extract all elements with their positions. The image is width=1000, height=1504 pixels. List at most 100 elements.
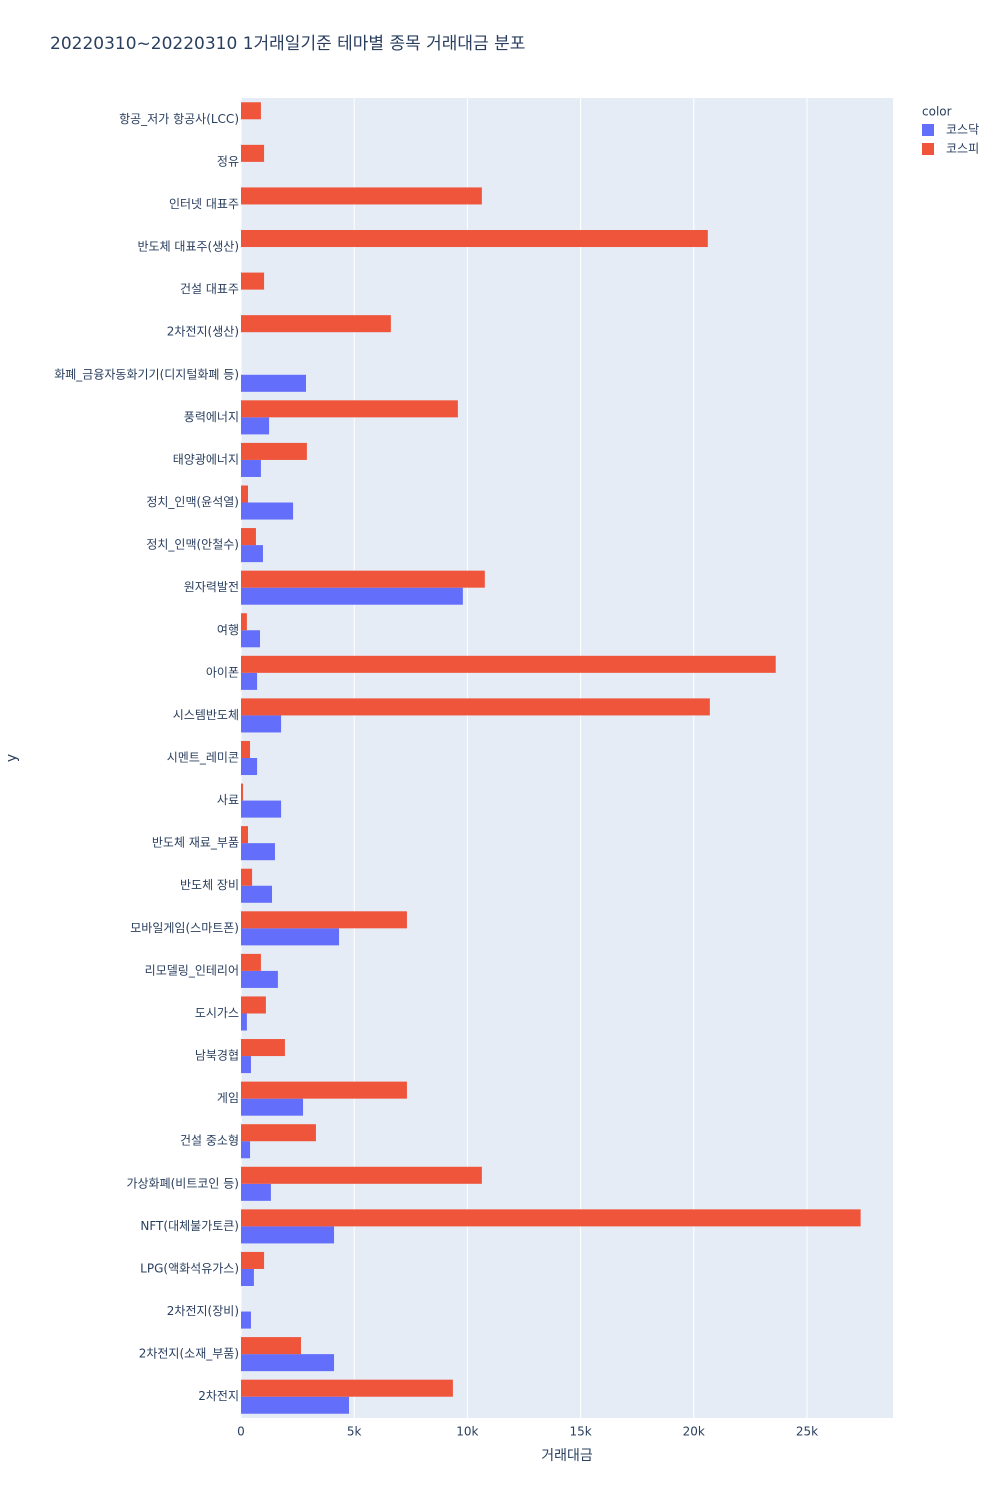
bar [241, 1379, 453, 1397]
y-tick-label: 2차전지(소재_부품) [139, 1347, 239, 1361]
y-tick-label: 모바일게임(스마트폰) [130, 921, 239, 935]
y-tick-label: 건설 중소형 [180, 1134, 239, 1148]
x-tick-label: 15k [569, 1425, 591, 1439]
y-tick-label: NFT(대체불가토큰) [140, 1219, 239, 1233]
bar [241, 758, 258, 776]
bar [241, 970, 278, 988]
bar [241, 1251, 265, 1269]
bar [241, 783, 244, 801]
chart-title: 20220310~20220310 1거래일기준 테마별 종목 거래대금 분포 [50, 34, 525, 54]
y-tick-label: 건설 대표주 [180, 282, 239, 296]
y-tick-label: 인터넷 대표주 [169, 197, 239, 211]
y-tick-label: 가상화폐(비트코인 등) [126, 1176, 239, 1190]
bar [241, 613, 247, 631]
x-tick-label: 20k [683, 1425, 705, 1439]
y-tick-label: 2차전지(장비) [167, 1304, 239, 1318]
y-tick-label: 정유 [217, 154, 239, 168]
x-tick-label: 5k [347, 1425, 362, 1439]
bar [241, 1166, 482, 1184]
y-tick-label: 정치_인맥(안철수) [146, 538, 239, 552]
x-axis-title: 거래대금 [541, 1448, 593, 1464]
bar [241, 630, 261, 648]
bar [241, 1098, 304, 1116]
y-tick-label: 태양광에너지 [173, 452, 239, 466]
bar [241, 417, 270, 435]
x-tick-label: 10k [456, 1425, 478, 1439]
x-tick-label: 0 [237, 1425, 245, 1439]
bar [241, 102, 261, 120]
bar [241, 928, 340, 946]
y-tick-label: 항공_저가 항공사(LCC) [119, 112, 239, 126]
y-tick-label: 시멘트_레미콘 [167, 751, 239, 765]
y-tick-label: 원자력발전 [184, 580, 239, 594]
bar [241, 1396, 349, 1414]
y-tick-label: 사료 [217, 793, 239, 807]
y-tick-label: 2차전지 [198, 1389, 239, 1403]
bar [241, 672, 258, 690]
bar [241, 528, 256, 546]
legend-label: 코스피 [946, 142, 979, 156]
bar [241, 698, 710, 716]
bar [241, 1081, 407, 1099]
bar [241, 442, 307, 460]
bar [241, 715, 282, 733]
bar [241, 230, 708, 248]
bar [241, 996, 266, 1014]
bar [241, 843, 275, 861]
y-tick-label: 시스템반도체 [173, 708, 239, 722]
y-tick-label: 2차전지(생산) [167, 325, 239, 339]
bar [241, 587, 463, 605]
y-tick-label: 반도체 재료_부품 [152, 836, 239, 850]
bar [241, 502, 294, 520]
y-tick-label: 반도체 대표주(생산) [138, 240, 240, 254]
y-tick-label: 리모델링_인테리어 [145, 963, 239, 977]
bar [241, 1056, 251, 1074]
legend-swatch [922, 143, 934, 155]
y-tick-label: 화폐_금융자동화기기(디지털화폐 등) [54, 367, 239, 381]
bar [241, 1337, 301, 1355]
bar [241, 400, 458, 418]
bar [241, 655, 776, 673]
legend-label: 코스닥 [946, 123, 979, 137]
bar [241, 826, 249, 844]
bar [241, 1183, 271, 1201]
bar [241, 1141, 251, 1159]
bar [241, 459, 261, 477]
bar [241, 315, 391, 333]
y-axis-title: y [4, 754, 20, 762]
bar [241, 272, 265, 290]
legend-swatch [922, 124, 934, 136]
y-tick-label: 여행 [217, 622, 239, 637]
bar [241, 187, 482, 205]
y-tick-label: 반도체 장비 [180, 878, 239, 892]
bar [241, 800, 282, 818]
bar [241, 485, 249, 503]
bar [241, 1226, 335, 1244]
bar [241, 911, 407, 929]
y-tick-label: 풍력에너지 [184, 410, 239, 424]
bar [241, 740, 251, 758]
bar [241, 1354, 335, 1372]
bar [241, 1013, 247, 1031]
y-tick-label: LPG(액화석유가스) [140, 1261, 239, 1275]
bar [241, 1209, 861, 1227]
y-tick-label: 게임 [217, 1091, 239, 1105]
bar [241, 868, 253, 886]
bar [241, 953, 261, 971]
bar [241, 374, 306, 392]
bar [241, 885, 273, 903]
bar [241, 545, 263, 563]
y-tick-label: 도시가스 [195, 1006, 239, 1020]
bar [241, 570, 485, 588]
bar [241, 1311, 251, 1329]
y-tick-label: 아이폰 [206, 665, 239, 679]
y-tick-label: 남북경협 [195, 1049, 239, 1063]
bar [241, 1268, 254, 1286]
bar [241, 144, 265, 162]
x-tick-label: 25k [796, 1425, 818, 1439]
bar [241, 1039, 285, 1057]
bar [241, 1124, 316, 1142]
y-tick-label: 정치_인맥(윤석열) [146, 495, 239, 509]
legend-title: color [922, 105, 952, 119]
